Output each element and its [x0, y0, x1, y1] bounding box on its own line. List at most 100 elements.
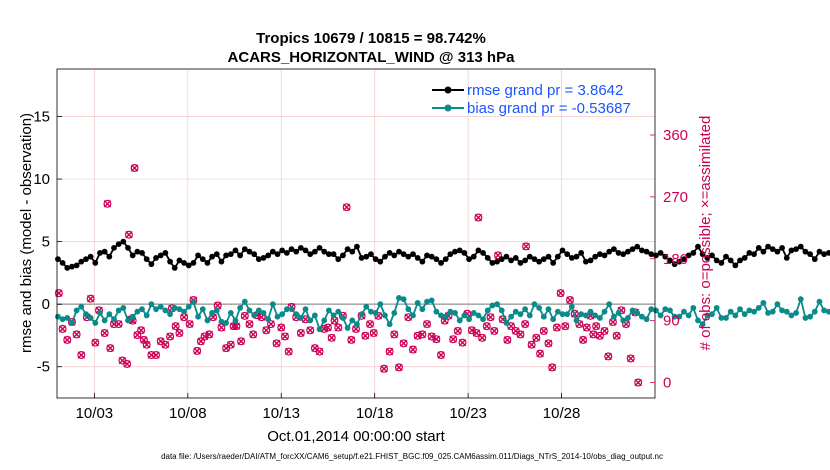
bias-point [101, 317, 108, 324]
obs-possible-marker [600, 326, 609, 335]
obs-point [527, 340, 536, 349]
rmse-point [695, 243, 701, 250]
obs-point [399, 339, 408, 348]
obs-assimilated-marker [166, 332, 174, 341]
obs-assimilated-marker [503, 336, 512, 344]
bias-point [199, 306, 206, 313]
rmse-point [330, 251, 337, 258]
obs-assimilated-marker [63, 336, 71, 344]
y-tick-label: 15 [33, 109, 50, 126]
obs-assimilated-marker [175, 329, 184, 337]
bias-point [363, 303, 370, 310]
bias-point [676, 313, 683, 320]
obs-possible-marker [100, 329, 109, 338]
bias-point [522, 306, 529, 313]
obs-point [561, 322, 570, 331]
bias-point [213, 307, 220, 314]
rmse-point [685, 252, 692, 259]
bias-point [302, 306, 309, 313]
obs-possible-marker [245, 320, 254, 329]
obs-point [152, 351, 161, 360]
bias-point [92, 320, 99, 326]
obs-point [58, 324, 67, 333]
rmse-point [279, 247, 286, 254]
bias-point [452, 310, 458, 316]
obs-possible-marker [595, 331, 604, 340]
rmse-point [484, 254, 491, 261]
bias-point [400, 296, 407, 303]
rmse-point [582, 258, 589, 265]
rmse-point [115, 241, 122, 248]
bias-point [620, 317, 627, 324]
rmse-point [213, 251, 220, 258]
obs-assimilated-marker [143, 341, 151, 349]
rmse-point [503, 253, 510, 260]
obs-possible-marker [482, 322, 491, 331]
bias-point [260, 310, 267, 316]
rmse-point [512, 254, 519, 261]
bias-point [293, 311, 300, 318]
obs-assimilated-marker [556, 289, 565, 297]
rmse-point [204, 259, 211, 266]
obs-point [521, 320, 530, 329]
x-tick-label: 10/03 [76, 405, 114, 422]
bias-point [64, 315, 71, 321]
obs-point [175, 329, 184, 338]
bias-point [681, 308, 687, 315]
obs-assimilated-marker [306, 326, 314, 334]
bias-point [760, 300, 767, 306]
bias-point [559, 311, 566, 318]
obs-assimilated-marker [347, 336, 356, 344]
rmse-point [536, 258, 543, 265]
legend-bias-label: bias grand pr = -0.53687 [467, 100, 631, 117]
obs-possible-marker [437, 351, 446, 360]
bias-point [456, 317, 463, 324]
obs-assimilated-marker [561, 322, 569, 330]
obs-point [327, 333, 336, 342]
rmse-point [718, 259, 725, 266]
bias-point [578, 311, 585, 318]
right-axis-ticks: 0 90 180 270 360 [650, 127, 688, 392]
obs-possible-marker [103, 199, 112, 208]
bias-point [629, 307, 636, 314]
obs-assimilated-marker [380, 365, 388, 373]
rmse-point [143, 256, 150, 263]
rmse-point [713, 257, 720, 264]
obs-assimilated-marker [418, 330, 427, 339]
obs-point [408, 345, 417, 354]
bias-point [788, 312, 795, 319]
obs-point [100, 329, 109, 338]
bias-point [564, 311, 571, 318]
rmse-point [802, 248, 809, 255]
bias-point [508, 313, 515, 320]
rmse-point [578, 249, 585, 256]
rmse-point [489, 259, 496, 266]
bias-point [340, 315, 346, 321]
obs-assimilated-marker [125, 231, 133, 239]
bias-point [428, 297, 435, 304]
obs-assimilated-marker [91, 338, 100, 347]
right-tick-label: 360 [663, 127, 688, 144]
rmse-point [699, 251, 706, 258]
obs-possible-marker [262, 326, 271, 335]
obs-assimilated-marker [205, 330, 213, 339]
obs-assimilated-marker [180, 313, 188, 321]
bias-point [573, 317, 580, 324]
obs-point [423, 320, 432, 329]
rmse-point [83, 256, 89, 263]
rmse-point [251, 251, 258, 258]
obs-point [137, 326, 146, 335]
bias-point [610, 313, 617, 320]
rmse-point [461, 249, 468, 256]
rmse-point [246, 248, 253, 255]
rmse-point [667, 257, 673, 264]
bias-point [143, 312, 150, 319]
bias-point [255, 307, 262, 314]
bias-point [148, 301, 155, 308]
obs-possible-marker [544, 339, 553, 348]
obs-assimilated-marker [474, 213, 483, 222]
bias-point [269, 301, 276, 308]
rmse-point [59, 259, 66, 266]
rmse-point [400, 251, 407, 258]
obs-point [130, 164, 139, 173]
